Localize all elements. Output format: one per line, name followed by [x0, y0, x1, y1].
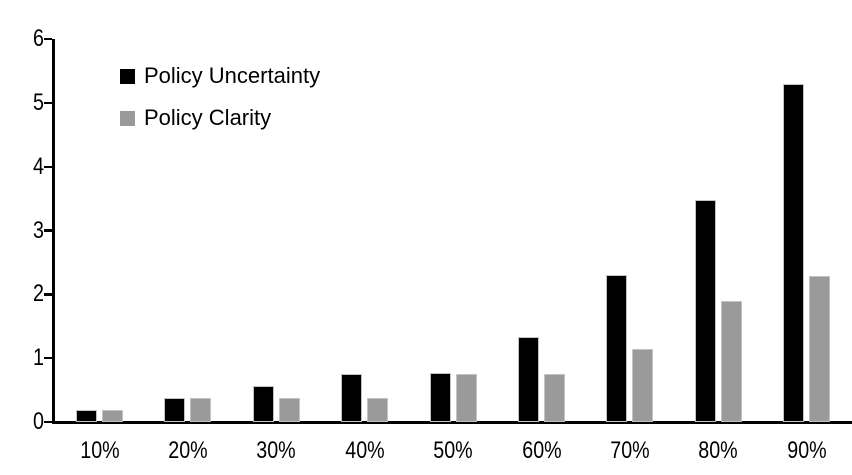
legend: Policy Uncertainty Policy Clarity — [120, 61, 320, 145]
bar-policy-uncertainty — [252, 386, 274, 422]
y-tick-label: 1 — [33, 344, 44, 372]
y-tick — [44, 229, 52, 232]
bar-policy-clarity — [190, 398, 212, 422]
bar-policy-uncertainty — [518, 337, 539, 422]
y-axis-line — [52, 39, 55, 424]
y-tick — [44, 165, 52, 169]
x-category-label: 40% — [344, 437, 385, 464]
y-tick-label: 6 — [33, 25, 44, 53]
bar-policy-uncertainty — [76, 410, 97, 422]
bar-policy-uncertainty — [694, 200, 716, 422]
y-tick — [44, 293, 52, 296]
legend-swatch-policy-uncertainty — [120, 68, 135, 84]
y-tick-label: 4 — [33, 152, 44, 180]
x-category-label: 70% — [610, 437, 650, 464]
bar-policy-clarity — [809, 276, 831, 422]
x-category-label: 60% — [521, 437, 562, 464]
legend-label: Policy Uncertainty — [144, 63, 321, 88]
x-axis-line — [52, 420, 852, 424]
bar-policy-clarity — [278, 398, 300, 422]
y-tick — [44, 37, 52, 41]
x-category-label: 90% — [786, 437, 827, 464]
y-tick-label: 0 — [33, 408, 44, 435]
bar-policy-clarity — [720, 301, 742, 422]
y-tick-label: 2 — [33, 280, 44, 308]
y-tick — [44, 101, 52, 105]
bar-policy-uncertainty — [341, 374, 363, 422]
x-category-label: 30% — [256, 437, 296, 464]
x-category-label: 10% — [79, 437, 120, 464]
bar-policy-uncertainty — [429, 373, 451, 422]
bar-policy-uncertainty — [606, 275, 628, 422]
x-category-label: 80% — [698, 437, 738, 464]
y-tick — [44, 356, 52, 360]
legend-label: Policy Clarity — [144, 105, 272, 130]
bar-policy-clarity — [455, 374, 477, 422]
bar-policy-uncertainty — [783, 84, 805, 422]
x-category-label: 50% — [433, 437, 473, 464]
bar-policy-clarity — [632, 349, 654, 422]
bar-policy-clarity — [544, 374, 565, 422]
y-tick-label: 5 — [33, 89, 44, 116]
bar-policy-clarity — [102, 410, 123, 422]
bar-policy-uncertainty — [164, 398, 186, 422]
legend-item-policy-uncertainty: Policy Uncertainty — [120, 61, 320, 91]
bar-policy-clarity — [367, 398, 389, 422]
y-tick-label: 3 — [33, 216, 44, 244]
legend-swatch-policy-clarity — [120, 110, 135, 126]
y-tick — [44, 420, 52, 424]
legend-item-policy-clarity: Policy Clarity — [120, 103, 320, 133]
x-category-label: 20% — [168, 437, 208, 464]
